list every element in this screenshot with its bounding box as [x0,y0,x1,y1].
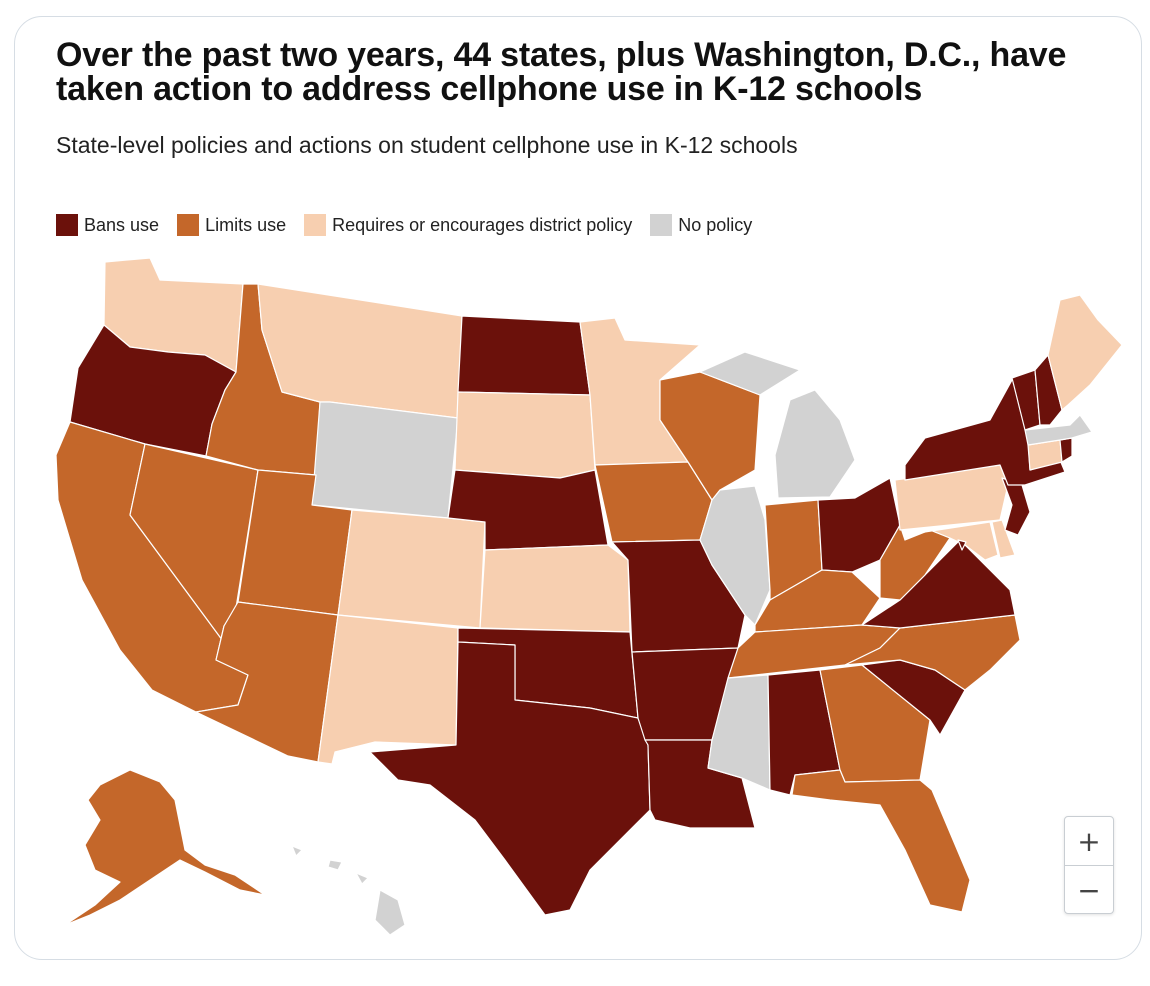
legend-item-none: No policy [650,214,752,236]
chart-title: Over the past two years, 44 states, plus… [56,36,1067,108]
state-MA[interactable] [1024,414,1093,446]
zoom-out-button[interactable]: − [1065,865,1113,913]
state-SD[interactable] [454,391,596,479]
state-FL[interactable] [791,769,971,913]
state-WY[interactable] [311,401,459,519]
state-NM[interactable] [317,614,459,765]
legend-item-district: Requires or encourages district policy [304,214,632,236]
legend-swatch-limit [177,214,200,236]
chart-subtitle: State-level policies and actions on stud… [56,132,798,158]
zoom-in-button[interactable]: + [1077,824,1101,858]
legend-label-district: Requires or encourages district policy [332,214,633,235]
state-NC[interactable] [844,614,1021,691]
state-DC[interactable] [957,539,967,551]
legend-label-none: No policy [678,214,753,235]
legend-item-limit: Limits use [177,214,286,236]
state-ND[interactable] [457,315,591,396]
state-AK[interactable] [64,769,266,926]
state-IA[interactable] [594,461,713,543]
state-TX[interactable] [369,641,651,916]
state-CO[interactable] [337,509,486,629]
state-ME[interactable] [1047,294,1123,411]
state-MD[interactable] [904,521,999,561]
state-RI[interactable] [1059,437,1073,463]
state-NH[interactable] [1034,354,1063,426]
legend-label-ban: Bans use [84,214,160,235]
legend-label-limit: Limits use [205,214,287,235]
state-KY[interactable] [754,569,881,633]
state-MI[interactable] [699,351,856,499]
us-map [55,257,1123,936]
state-NJ[interactable] [1001,477,1031,536]
state-HI[interactable] [291,845,406,936]
state-KS[interactable] [479,544,631,633]
legend: Bans use Limits use Requires or encourag… [56,214,752,236]
legend-swatch-ban [56,214,78,236]
state-IL[interactable] [699,485,771,626]
legend-swatch-district [304,214,327,236]
legend-item-ban: Bans use [56,214,159,236]
legend-swatch-none [650,214,673,236]
state-DE[interactable] [991,519,1016,559]
zoom-control: + − [1064,816,1114,914]
